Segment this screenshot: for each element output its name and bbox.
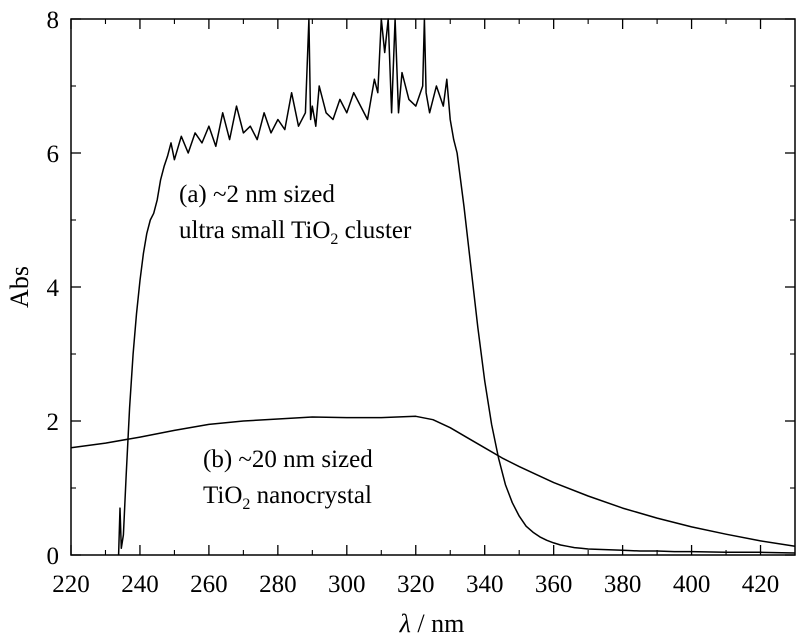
annotation-b-line2-post: nanocrystal (250, 482, 372, 509)
annotation-a-line2-post: cluster (338, 217, 412, 244)
x-tick-label: 360 (535, 571, 573, 598)
x-axis-symbol: λ (399, 609, 411, 638)
x-axis-title: λ / nm (399, 609, 465, 638)
y-tick-label: 0 (47, 543, 60, 570)
annotation-b-line1: (b) ~20 nm sized (203, 446, 373, 473)
x-tick-label: 220 (52, 571, 90, 598)
axis-ticks (70, 18, 795, 556)
x-axis-unit: / nm (411, 609, 464, 638)
annotation-b-line2: TiO2 nanocrystal (203, 482, 372, 513)
annotation-b-line2-sub: 2 (242, 496, 250, 513)
y-tick-label: 6 (47, 141, 60, 168)
x-tick-label: 380 (604, 571, 642, 598)
x-tick-label: 260 (190, 571, 228, 598)
y-tick-label: 4 (47, 275, 60, 302)
series-layer (70, 18, 796, 556)
annotation-a-line1: (a) ~2 nm sized (179, 181, 335, 208)
x-tick-label: 280 (259, 571, 297, 598)
series-b-line (70, 415, 796, 548)
x-tick-label: 240 (121, 571, 159, 598)
y-axis-title: Abs (5, 266, 34, 308)
y-tick-label: 2 (47, 409, 60, 436)
x-tick-label: 340 (466, 571, 504, 598)
annotation-a-line2: ultra small TiO2 cluster (179, 217, 412, 248)
x-tick-label: 420 (742, 571, 780, 598)
y-tick-label: 8 (47, 7, 60, 34)
annotation-a-line2-sub: 2 (330, 231, 338, 248)
annotation-a-line2-pre: ultra small TiO (179, 217, 330, 244)
series-a-line (117, 18, 796, 556)
x-tick-label: 320 (397, 571, 435, 598)
annotation-b-line2-pre: TiO (203, 482, 242, 509)
x-tick-label: 300 (328, 571, 366, 598)
tick-labels: 220 240 260 280 300 320 340 360 380 400 420 0 2 4 6 8 (47, 7, 780, 598)
x-tick-label: 400 (673, 571, 711, 598)
